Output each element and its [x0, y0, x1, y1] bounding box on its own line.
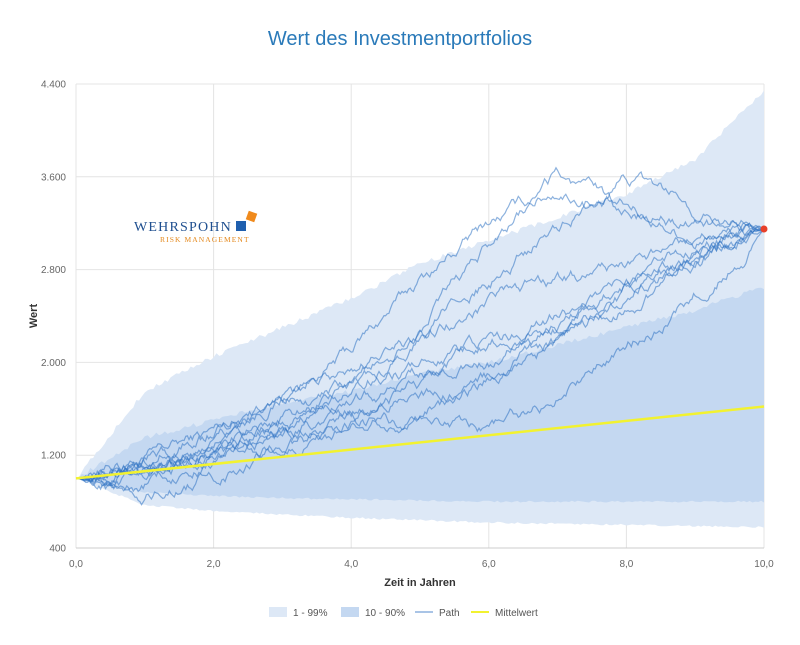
x-tick-label: 0,0 [69, 559, 83, 570]
sample-path [76, 193, 764, 483]
x-tick-label: 4,0 [344, 559, 358, 570]
sample-path [76, 228, 764, 485]
legend-label: Path [439, 608, 460, 619]
sample-path [76, 228, 764, 482]
x-tick-label: 6,0 [482, 559, 496, 570]
logo-name: WEHRSPOHN [134, 220, 232, 235]
wehrspohn-logo: WEHRSPOHN RISK MANAGEMENT [134, 210, 258, 244]
sample-path [76, 228, 764, 506]
end-point-marker [760, 225, 768, 233]
legend-item[interactable]: 1 - 99% [269, 607, 328, 619]
legend-label: 10 - 90% [365, 608, 405, 619]
y-tick-label: 4.400 [41, 80, 66, 91]
y-axis-label: Wert [28, 304, 40, 329]
logo-blue-square [236, 221, 246, 231]
legend-item[interactable]: Path [415, 608, 460, 619]
legend-swatch [269, 607, 287, 617]
y-tick-label: 400 [49, 544, 66, 555]
legend-item[interactable]: Mittelwert [471, 608, 538, 619]
chart-title: Wert des Investmentportfolios [267, 28, 533, 50]
legend-swatch [341, 607, 359, 617]
sample-path [76, 228, 764, 493]
sample-path [76, 219, 764, 482]
y-tick-label: 2.000 [41, 358, 66, 369]
logo-tagline: RISK MANAGEMENT [160, 235, 250, 244]
legend-item[interactable]: 10 - 90% [341, 607, 405, 619]
legend-label: 1 - 99% [293, 608, 328, 619]
logo-orange-square [245, 210, 258, 223]
x-tick-label: 10,0 [754, 559, 774, 570]
path-layer [76, 166, 764, 506]
y-tick-label: 2.800 [41, 265, 66, 276]
x-tick-label: 2,0 [207, 559, 221, 570]
legend: 1 - 99% 10 - 90% Path Mittelwert [269, 607, 538, 619]
legend-label: Mittelwert [495, 608, 538, 619]
x-axis-label: Zeit in Jahren [384, 577, 456, 589]
mean-line [75, 405, 765, 480]
y-tick-label: 3.600 [41, 172, 66, 183]
x-tick-label: 8,0 [619, 559, 633, 570]
axes-layer: 400 1.200 2.000 2.800 3.600 4.400 0,0 2,0 4,0 6,0… [41, 80, 774, 571]
y-tick-label: 1.200 [41, 451, 66, 462]
mean-layer [75, 225, 768, 480]
